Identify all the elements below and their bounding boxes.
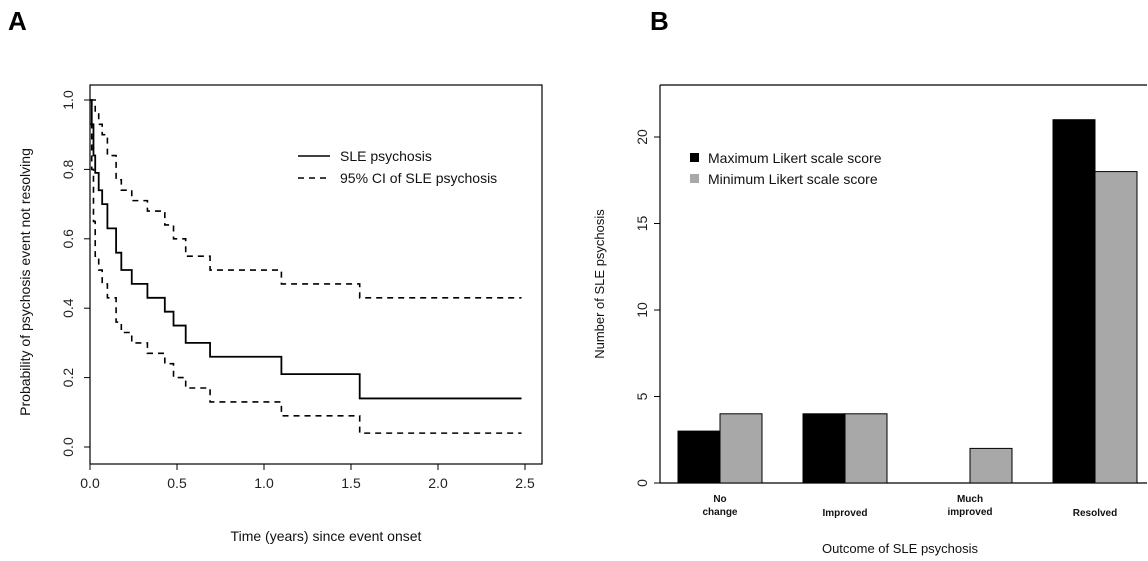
bar-min-no-change xyxy=(719,413,763,484)
bar-min-resolved xyxy=(1094,171,1138,484)
category-label-b: change xyxy=(702,507,737,518)
y-axis-title-b: Number of SLE psychosis xyxy=(592,209,607,359)
y-tick-label-a: 0.6 xyxy=(60,229,76,249)
plot-frame-a xyxy=(89,84,543,465)
y-tick-label-a: 1.0 xyxy=(60,90,76,110)
y-tick-label-a: 0.8 xyxy=(60,159,76,179)
y-tick-label-b: 5 xyxy=(634,392,650,400)
x-tick-label-a: 1.0 xyxy=(254,475,274,491)
panel-b-letter: B xyxy=(650,6,669,36)
y-tick-label-b: 10 xyxy=(634,302,650,318)
y-tick-label-a: 0.2 xyxy=(60,368,76,388)
y-tick-label-b: 15 xyxy=(634,216,650,232)
x-axis-title-b: Outcome of SLE psychosis xyxy=(822,541,979,556)
ci-lower-line xyxy=(90,123,522,434)
bar-min-much-improved xyxy=(969,447,1013,484)
x-tick-label-a: 0.0 xyxy=(80,475,100,491)
legend-swatch-b-2 xyxy=(690,174,699,183)
legend-label-b-2: Minimum Likert scale score xyxy=(708,171,878,187)
panel-a-letter: A xyxy=(8,6,27,36)
survival-line xyxy=(90,99,522,400)
y-axis-title-a: Probability of psychosis event not resol… xyxy=(17,148,33,416)
y-tick-label-a: 0.0 xyxy=(60,437,76,457)
x-tick-label-a: 2.5 xyxy=(515,475,535,491)
y-tick-label-b: 20 xyxy=(634,129,650,145)
bar-max-resolved xyxy=(1052,119,1096,484)
category-label-b: No xyxy=(713,494,726,505)
bar-max-no-change xyxy=(677,430,721,484)
ci-upper-line xyxy=(90,99,522,299)
category-label-b: Improved xyxy=(822,508,867,519)
legend-label-b-1: Maximum Likert scale score xyxy=(708,150,882,166)
category-label-b: Much xyxy=(957,494,983,505)
legend-label-a-1: SLE psychosis xyxy=(340,148,432,164)
bar-min-improved xyxy=(844,413,888,484)
y-tick-label-b: 0 xyxy=(634,479,650,487)
category-label-b: improved xyxy=(947,507,992,518)
x-axis-title-a: Time (years) since event onset xyxy=(231,528,422,544)
y-tick-label-a: 0.4 xyxy=(60,298,76,318)
legend-label-a-2: 95% CI of SLE psychosis xyxy=(340,170,497,186)
bar-max-improved xyxy=(802,413,846,484)
legend-swatch-b-1 xyxy=(690,153,699,162)
x-tick-label-a: 0.5 xyxy=(167,475,187,491)
x-tick-label-a: 2.0 xyxy=(428,475,448,491)
category-label-b: Resolved xyxy=(1073,508,1117,519)
x-tick-label-a: 1.5 xyxy=(341,475,361,491)
